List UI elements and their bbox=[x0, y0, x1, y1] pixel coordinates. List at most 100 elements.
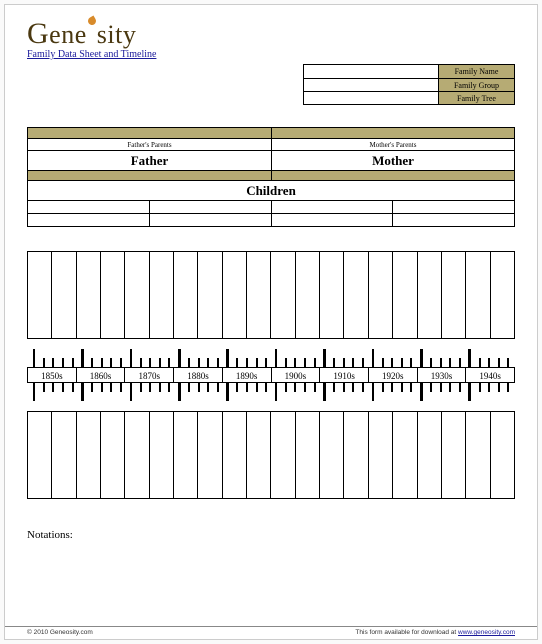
minor-tick bbox=[391, 358, 393, 367]
id-input-family-tree[interactable] bbox=[304, 92, 439, 104]
minor-tick bbox=[168, 358, 170, 367]
minor-tick bbox=[149, 358, 151, 367]
page-subtitle: Family Data Sheet and Timeline bbox=[27, 49, 515, 60]
grid-column bbox=[76, 412, 100, 498]
upper-grid bbox=[27, 251, 515, 339]
decade-label: 1870s bbox=[124, 368, 173, 382]
minor-tick bbox=[440, 383, 442, 392]
minor-tick bbox=[91, 358, 93, 367]
child-cell[interactable] bbox=[149, 201, 271, 213]
minor-tick bbox=[382, 358, 384, 367]
major-tick bbox=[275, 383, 278, 401]
grid-column bbox=[490, 252, 515, 338]
timeline-labels: 1850s1860s1870s1880s1890s1900s1910s1920s… bbox=[27, 367, 515, 383]
minor-tick bbox=[479, 383, 481, 392]
download-note: This form available for download at www.… bbox=[355, 629, 515, 636]
child-cell[interactable] bbox=[149, 214, 271, 226]
minor-tick bbox=[430, 383, 432, 392]
minor-tick bbox=[304, 358, 306, 367]
minor-tick bbox=[72, 383, 74, 392]
minor-tick bbox=[401, 383, 403, 392]
minor-tick bbox=[507, 383, 509, 392]
tick-group bbox=[174, 383, 222, 401]
minor-tick bbox=[188, 358, 190, 367]
grid-column bbox=[197, 412, 221, 498]
tick-group bbox=[126, 383, 174, 401]
grid-column bbox=[197, 252, 221, 338]
minor-tick bbox=[159, 383, 161, 392]
minor-tick bbox=[120, 383, 122, 392]
id-row: Family Tree bbox=[304, 91, 514, 104]
minor-tick bbox=[207, 383, 209, 392]
minor-tick bbox=[294, 383, 296, 392]
grid-column bbox=[100, 412, 124, 498]
minor-tick bbox=[362, 383, 364, 392]
minor-tick bbox=[382, 383, 384, 392]
minor-tick bbox=[479, 358, 481, 367]
decade-label: 1890s bbox=[222, 368, 271, 382]
minor-tick bbox=[110, 383, 112, 392]
tick-group bbox=[271, 349, 319, 367]
download-link[interactable]: www.geneosity.com bbox=[458, 629, 515, 636]
grid-column bbox=[100, 252, 124, 338]
minor-tick bbox=[362, 358, 364, 367]
major-tick bbox=[275, 349, 278, 367]
children-label: Children bbox=[28, 180, 514, 200]
grid-column bbox=[246, 412, 270, 498]
tick-group bbox=[368, 383, 416, 401]
minor-tick bbox=[352, 383, 354, 392]
id-input-family-name[interactable] bbox=[304, 65, 439, 78]
grid-column bbox=[173, 252, 197, 338]
grid-column bbox=[441, 252, 465, 338]
logo: Genesity bbox=[27, 17, 515, 51]
id-input-family-group[interactable] bbox=[304, 79, 439, 91]
grandparents-row: Father's Parents Mother's Parents bbox=[28, 138, 514, 150]
grid-column bbox=[295, 252, 319, 338]
major-tick bbox=[420, 383, 423, 401]
grid-column bbox=[76, 252, 100, 338]
mother-label: Mother bbox=[271, 151, 514, 170]
minor-tick bbox=[285, 383, 287, 392]
page: Genesity Family Data Sheet and Timeline … bbox=[4, 4, 538, 640]
major-tick bbox=[468, 349, 471, 367]
tick-group bbox=[319, 349, 367, 367]
grid-column bbox=[417, 252, 441, 338]
decade-label: 1940s bbox=[465, 368, 515, 382]
minor-tick bbox=[410, 383, 412, 392]
minor-tick bbox=[285, 358, 287, 367]
grid-column bbox=[343, 412, 367, 498]
decade-label: 1860s bbox=[76, 368, 125, 382]
minor-tick bbox=[256, 383, 258, 392]
grid-column bbox=[222, 412, 246, 498]
child-cell[interactable] bbox=[271, 201, 393, 213]
minor-tick bbox=[101, 358, 103, 367]
minor-tick bbox=[498, 383, 500, 392]
child-cell[interactable] bbox=[28, 214, 149, 226]
minor-tick bbox=[294, 358, 296, 367]
grid-column bbox=[368, 412, 392, 498]
children-row bbox=[28, 213, 514, 226]
minor-tick bbox=[236, 358, 238, 367]
grid-column bbox=[295, 412, 319, 498]
parents-row: Father Mother bbox=[28, 150, 514, 170]
minor-tick bbox=[159, 358, 161, 367]
timeline-ticks-top bbox=[27, 347, 515, 367]
tick-group bbox=[174, 349, 222, 367]
leaf-icon bbox=[86, 16, 97, 27]
major-tick bbox=[323, 349, 326, 367]
child-cell[interactable] bbox=[392, 214, 514, 226]
child-cell[interactable] bbox=[392, 201, 514, 213]
minor-tick bbox=[391, 383, 393, 392]
minor-tick bbox=[52, 383, 54, 392]
child-cell[interactable] bbox=[28, 201, 149, 213]
major-tick bbox=[130, 383, 133, 401]
minor-tick bbox=[217, 358, 219, 367]
children-row bbox=[28, 200, 514, 213]
minor-tick bbox=[352, 358, 354, 367]
grid-column bbox=[319, 252, 343, 338]
minor-tick bbox=[333, 358, 335, 367]
copyright: © 2010 Geneosity.com bbox=[27, 629, 93, 636]
major-tick bbox=[468, 383, 471, 401]
grid-column bbox=[149, 412, 173, 498]
child-cell[interactable] bbox=[271, 214, 393, 226]
